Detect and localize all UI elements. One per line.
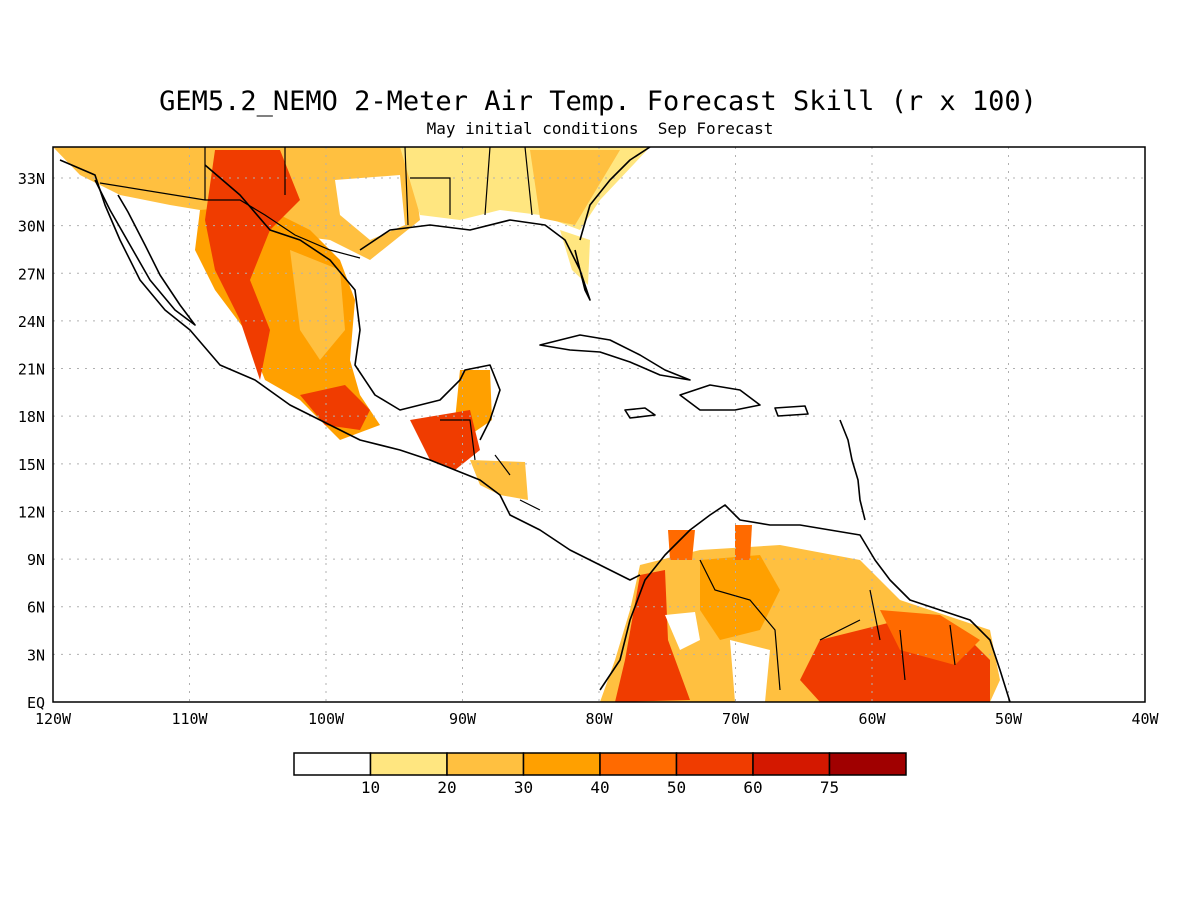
legend-swatch xyxy=(599,752,678,776)
skill-region-honduras xyxy=(470,460,528,500)
skill-region-florida xyxy=(560,230,590,285)
skill-field xyxy=(53,147,1000,702)
coastlines xyxy=(59,147,1011,702)
south-america-borders xyxy=(699,559,956,691)
legend-labels: 10 20 30 40 50 60 75 xyxy=(361,778,839,797)
skill-region-guiana-north xyxy=(880,610,980,665)
longitude-label: 50W xyxy=(995,710,1023,728)
longitude-label: 120W xyxy=(35,710,72,728)
longitude-label: 40W xyxy=(1131,710,1159,728)
puerto-rico xyxy=(774,405,809,417)
skill-region-us-southeast xyxy=(530,150,620,225)
map-title: GEM5.2_NEMO 2-Meter Air Temp. Forecast S… xyxy=(159,86,1037,117)
latitude-label: 27N xyxy=(18,265,45,283)
legend-swatch xyxy=(828,752,907,776)
skill-region-amazon-gap xyxy=(730,640,770,702)
skill-region-us-white-gap xyxy=(335,175,405,240)
baja-california xyxy=(94,179,196,326)
longitude-label: 60W xyxy=(858,710,886,728)
skill-region-colombia-gap xyxy=(665,612,700,650)
legend-label: 75 xyxy=(820,778,839,797)
legend-swatch xyxy=(293,752,372,776)
longitude-label: 70W xyxy=(722,710,750,728)
gulf-coast xyxy=(204,164,501,441)
legend-swatch xyxy=(369,752,448,776)
latitude-label: 33N xyxy=(18,170,45,188)
map-frame xyxy=(52,146,1146,703)
skill-region-guatemala xyxy=(410,410,480,470)
latitude-label: 3N xyxy=(27,646,45,664)
skill-region-mexico-core xyxy=(205,150,300,380)
legend-label: 10 xyxy=(361,778,380,797)
latitude-labels: 33N 30N 27N 24N 21N 18N 15N 12N 9N 6N 3N EQ xyxy=(18,170,45,712)
latitude-label: 18N xyxy=(18,408,45,426)
south-america-coast xyxy=(599,504,1011,702)
latitude-label: 12N xyxy=(18,503,45,521)
skill-region-colombia-west xyxy=(615,570,690,702)
legend-label: 60 xyxy=(743,778,762,797)
legend-label: 30 xyxy=(514,778,533,797)
latitude-label: 9N xyxy=(27,551,45,569)
longitude-labels: 120W 110W 100W 90W 80W 70W 60W 50W 40W xyxy=(35,710,1160,728)
us-state-borders xyxy=(204,147,533,226)
skill-region-mexico-interior xyxy=(290,250,345,360)
legend-label: 50 xyxy=(667,778,686,797)
us-atlantic-coast xyxy=(579,147,651,241)
latitude-label: 15N xyxy=(18,456,45,474)
jamaica xyxy=(624,407,656,419)
legend-label: 20 xyxy=(437,778,456,797)
central-america-borders xyxy=(440,419,541,511)
us-gulf-coast xyxy=(359,219,591,301)
legend-label: 40 xyxy=(590,778,609,797)
legend-swatch xyxy=(522,752,601,776)
political-borders xyxy=(99,147,956,691)
map-subtitle: May initial conditions Sep Forecast xyxy=(427,119,774,138)
latitude-label: EQ xyxy=(27,694,45,712)
lesser-antilles xyxy=(839,419,866,521)
skill-region-venezuela-east xyxy=(735,525,752,560)
hispaniola xyxy=(679,384,761,411)
longitude-label: 110W xyxy=(171,710,208,728)
north-america-coast xyxy=(59,159,641,581)
legend-swatch xyxy=(446,752,525,776)
legend-swatch xyxy=(675,752,754,776)
latitude-label: 21N xyxy=(18,361,45,379)
longitude-label: 90W xyxy=(449,710,477,728)
skill-region-southern-mexico xyxy=(300,385,370,430)
legend-swatch xyxy=(752,752,831,776)
latitude-label: 24N xyxy=(18,313,45,331)
longitude-label: 80W xyxy=(585,710,613,728)
skill-region-venezuela-tip xyxy=(668,530,695,560)
latitude-label: 30N xyxy=(18,218,45,236)
longitude-label: 100W xyxy=(308,710,345,728)
latitude-label: 6N xyxy=(27,599,45,617)
graticule xyxy=(53,147,1145,702)
cuba xyxy=(539,334,691,381)
legend-colorbar xyxy=(293,752,907,776)
